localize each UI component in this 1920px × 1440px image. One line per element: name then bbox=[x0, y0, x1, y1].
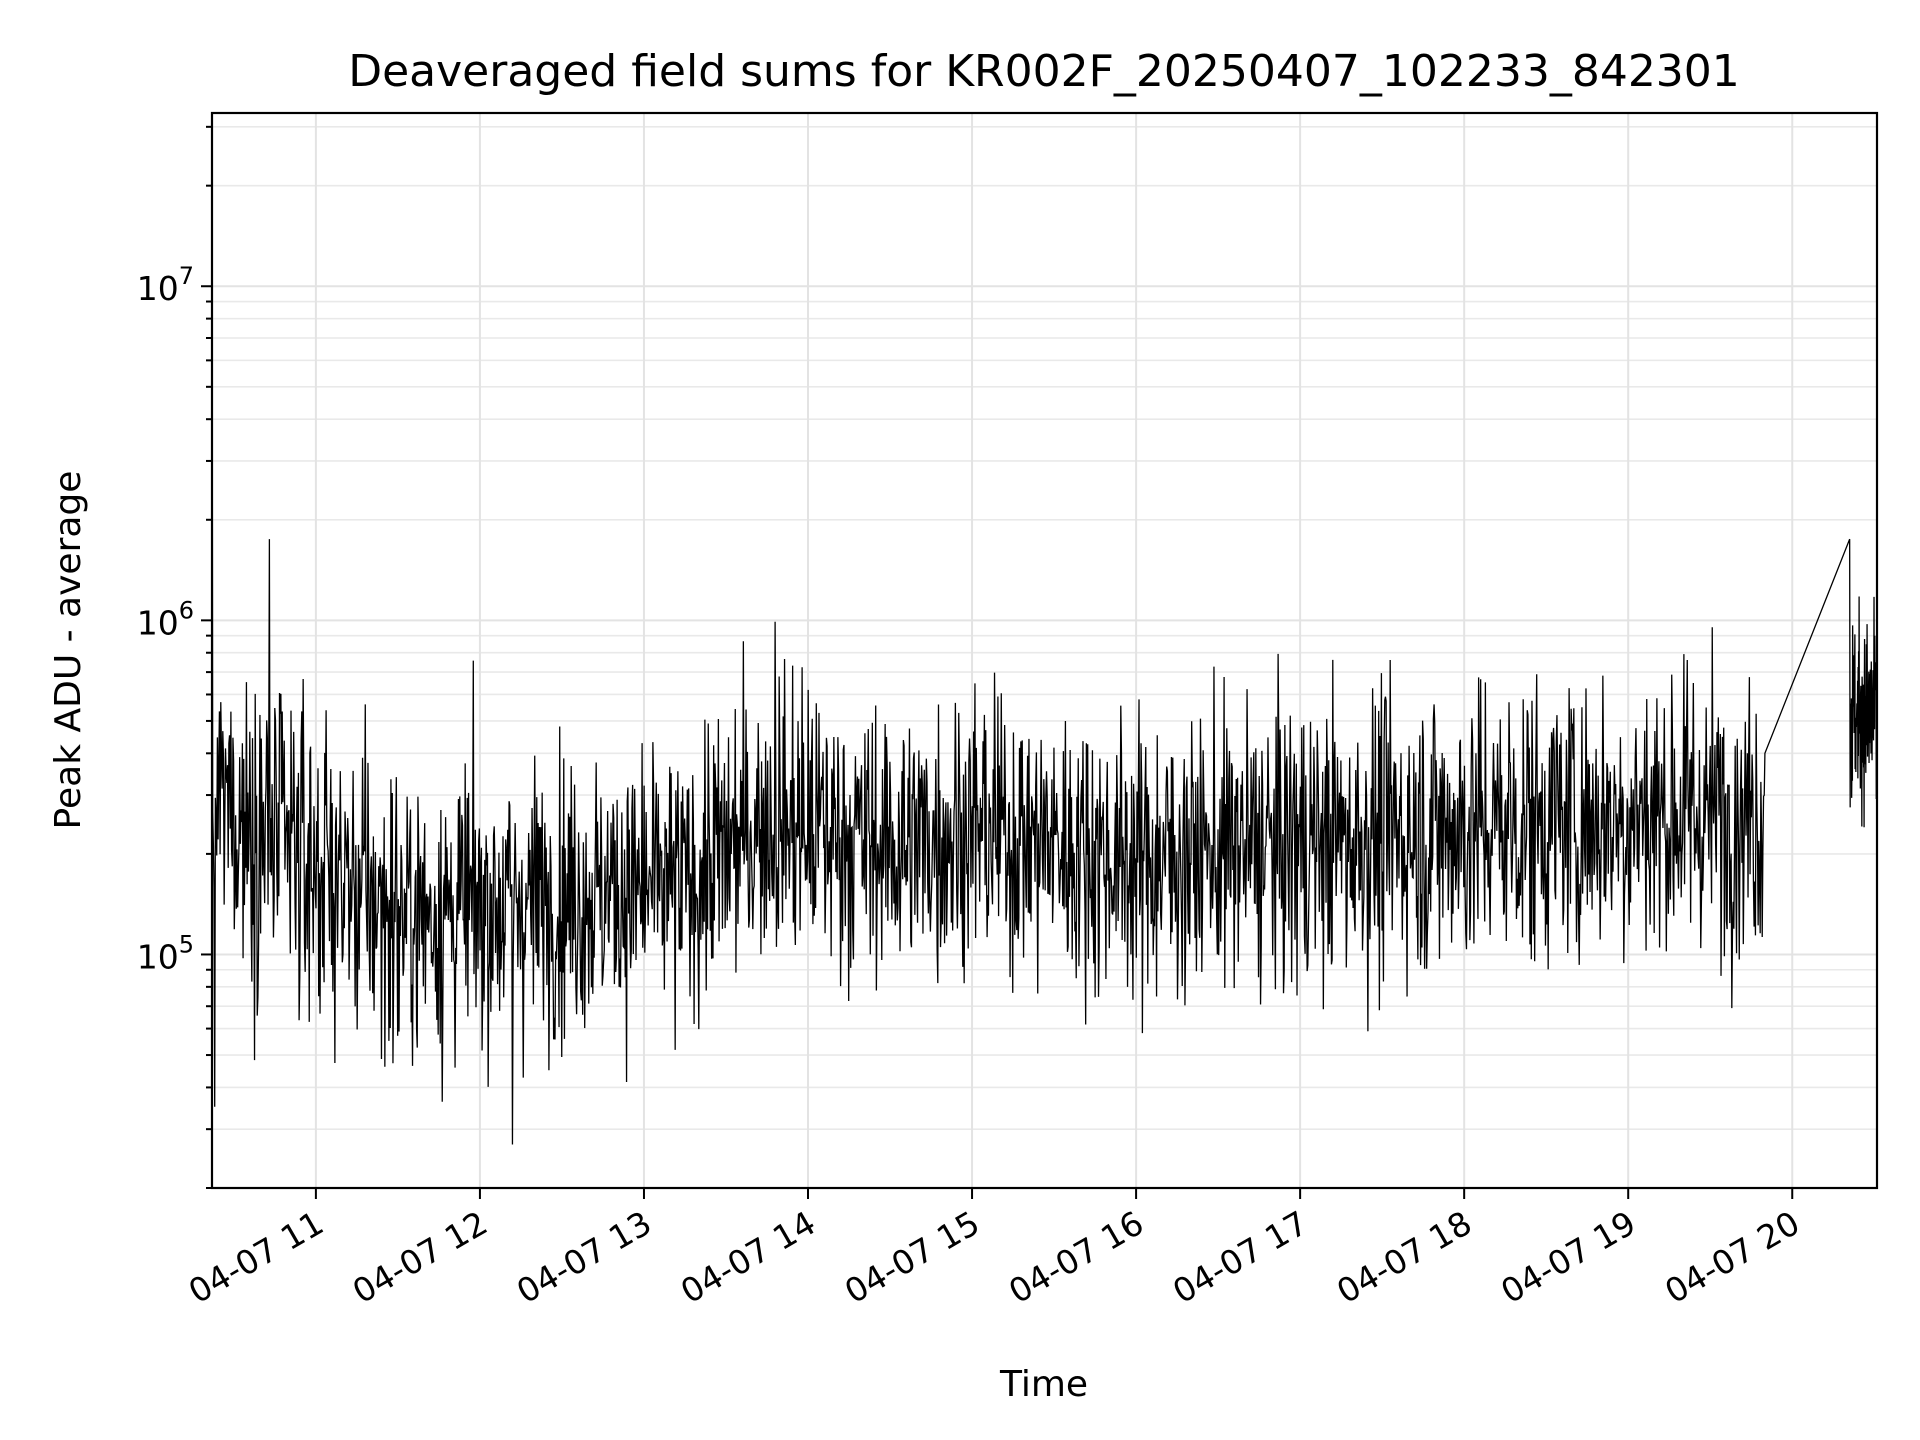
y-tick-label: 107 bbox=[137, 262, 194, 308]
y-tick-label: 105 bbox=[137, 930, 194, 976]
y-axis-label: Peak ADU - average bbox=[48, 471, 89, 830]
x-axis-label: Time bbox=[999, 1364, 1088, 1405]
tick-layer bbox=[201, 125, 1794, 1199]
series-layer bbox=[212, 159, 1877, 1145]
chart-title: Deaveraged field sums for KR002F_2025040… bbox=[348, 46, 1740, 97]
plot-area-frame bbox=[210, 111, 1879, 1190]
series-line-peak-adu bbox=[212, 159, 1877, 1145]
y-tick-label: 106 bbox=[137, 596, 194, 642]
